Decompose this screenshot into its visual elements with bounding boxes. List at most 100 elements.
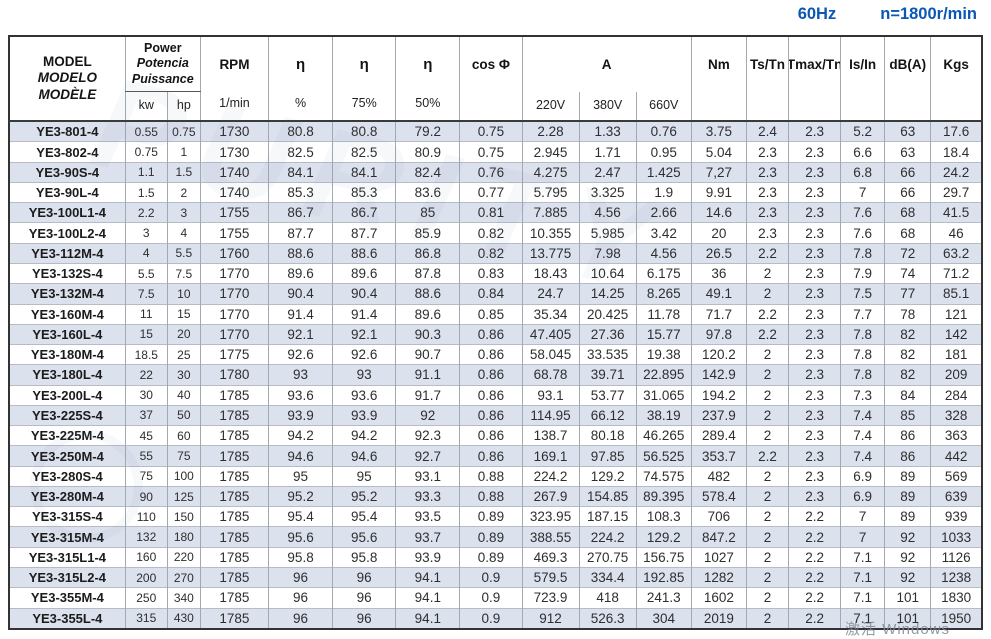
- value-cell: 2.2: [788, 546, 841, 568]
- value-cell: 1.9: [635, 181, 692, 203]
- table-row: YE3-225M-4 45 60 1785 94.2 94.2 92.3 0.86 138.7 8…: [8, 425, 982, 446]
- value-cell: 2.3: [788, 202, 841, 223]
- value-cell: 94.1: [395, 566, 460, 588]
- table-row: YE3-315S-4 110 150 1785 95.4 95.4 93.5 0.89 323.…: [8, 506, 982, 527]
- value-cell: 209: [930, 364, 982, 386]
- value-cell: 7.6: [840, 222, 885, 244]
- value-cell: 92.7: [395, 445, 460, 467]
- value-cell: 0.9: [459, 607, 522, 629]
- value-cell: 2: [745, 546, 789, 568]
- value-cell: 7.4: [840, 404, 885, 426]
- value-cell: 46.265: [635, 425, 692, 446]
- value-cell: 96: [332, 607, 396, 629]
- value-cell: 71.7: [690, 303, 747, 325]
- column-ts-tn: Ts/Tn: [745, 36, 789, 121]
- value-cell: 85: [884, 404, 931, 426]
- value-cell: 1770: [199, 303, 269, 325]
- value-cell: 97.8: [690, 323, 747, 345]
- value-cell: 1785: [199, 607, 269, 629]
- value-cell: 93: [332, 364, 396, 386]
- value-cell: 2.3: [788, 303, 841, 325]
- value-cell: 95.2: [332, 485, 396, 507]
- column-power: Power Potencia Puissance: [124, 36, 201, 92]
- value-cell: 2.3: [745, 141, 789, 163]
- value-cell: 10.64: [578, 262, 637, 284]
- table-row: YE3-802-4 0.75 1 1730 82.5 82.5 80.9 0.75 2.945 1…: [8, 141, 982, 163]
- table-row: YE3-280M-4 90 125 1785 95.2 95.2 93.3 0.88 267.9…: [8, 485, 982, 507]
- value-cell: 250: [124, 587, 168, 608]
- value-cell: 114.95: [521, 404, 580, 426]
- value-cell: 353.7: [690, 445, 747, 467]
- value-cell: 2.3: [788, 425, 841, 446]
- model-cell: YE3-132M-4: [8, 283, 126, 305]
- value-cell: 1785: [199, 384, 269, 406]
- table-row: YE3-100L1-4 2.2 3 1755 86.7 86.7 85 0.81 7.885 4.…: [8, 202, 982, 223]
- value-cell: 7.9: [840, 262, 885, 284]
- value-cell: 847.2: [690, 526, 747, 548]
- value-cell: 20: [690, 222, 747, 244]
- model-cell: YE3-802-4: [8, 141, 126, 163]
- motor-spec-table: MODEL MODELO MODÈLE Power Potencia Puiss…: [8, 35, 983, 630]
- value-cell: 7,27: [690, 161, 747, 183]
- table-row: YE3-200L-4 30 40 1785 93.6 93.6 91.7 0.86 93.1 53…: [8, 384, 982, 406]
- value-cell: 2: [745, 485, 789, 507]
- table-row: YE3-315L2-4 200 270 1785 96 96 94.1 0.9 579.5 334…: [8, 566, 982, 588]
- unit-hp: hp: [166, 91, 201, 121]
- value-cell: 639: [930, 485, 982, 507]
- value-cell: 58.045: [521, 344, 580, 365]
- value-cell: 2.2: [788, 607, 841, 629]
- value-cell: 89.6: [267, 262, 333, 284]
- table-row: YE3-315L1-4 160 220 1785 95.8 95.8 93.9 0.89 469…: [8, 546, 982, 568]
- value-cell: 2.945: [521, 141, 580, 163]
- table-body: YE3-801-4 0.55 0.75 1730 80.8 80.8 79.2 0.75 2.2…: [8, 120, 982, 629]
- value-cell: 88.6: [395, 283, 460, 305]
- value-cell: 6.9: [840, 485, 885, 507]
- value-cell: 0.75: [459, 141, 522, 163]
- value-cell: 1.5: [124, 181, 168, 203]
- value-cell: 430: [166, 607, 201, 629]
- value-cell: 5.795: [521, 181, 580, 203]
- value-cell: 120.2: [690, 344, 747, 365]
- value-cell: 84.1: [267, 161, 333, 183]
- value-cell: 94.6: [332, 445, 396, 467]
- value-cell: 11.78: [635, 303, 692, 325]
- value-cell: 1950: [930, 607, 982, 629]
- value-cell: 53.77: [578, 384, 637, 406]
- value-cell: 85: [395, 202, 460, 223]
- value-cell: 35.34: [521, 303, 580, 325]
- value-cell: 95: [332, 465, 396, 487]
- value-cell: 49.1: [690, 283, 747, 305]
- value-cell: 90.4: [332, 283, 396, 305]
- value-cell: 939: [930, 506, 982, 527]
- value-cell: 41.5: [930, 202, 982, 223]
- value-cell: 181: [930, 344, 982, 365]
- value-cell: 40: [166, 384, 201, 406]
- value-cell: 1.71: [578, 141, 637, 163]
- column-efficiency-100: η %: [267, 36, 333, 121]
- table-row: YE3-132S-4 5.5 7.5 1770 89.6 89.6 87.8 0.83 18.4…: [8, 262, 982, 284]
- value-cell: 91.4: [267, 303, 333, 325]
- value-cell: 1282: [690, 566, 747, 588]
- value-cell: 95.8: [267, 546, 333, 568]
- value-cell: 2: [745, 566, 789, 588]
- value-cell: 0.89: [459, 526, 522, 548]
- value-cell: 94.6: [267, 445, 333, 467]
- value-cell: 267.9: [521, 485, 580, 507]
- value-cell: 4: [166, 222, 201, 244]
- value-cell: 92: [884, 546, 931, 568]
- value-cell: 7.3: [840, 384, 885, 406]
- value-cell: 2: [745, 587, 789, 608]
- value-cell: 95.2: [267, 485, 333, 507]
- value-cell: 96: [267, 566, 333, 588]
- value-cell: 95.4: [267, 506, 333, 527]
- value-cell: 1785: [199, 546, 269, 568]
- value-cell: 18.43: [521, 262, 580, 284]
- value-cell: 0.84: [459, 283, 522, 305]
- value-cell: 88.6: [267, 242, 333, 264]
- value-cell: 2.3: [745, 202, 789, 223]
- value-cell: 75: [166, 445, 201, 467]
- value-cell: 85.1: [930, 283, 982, 305]
- model-cell: YE3-801-4: [8, 120, 126, 142]
- value-cell: 97.85: [578, 445, 637, 467]
